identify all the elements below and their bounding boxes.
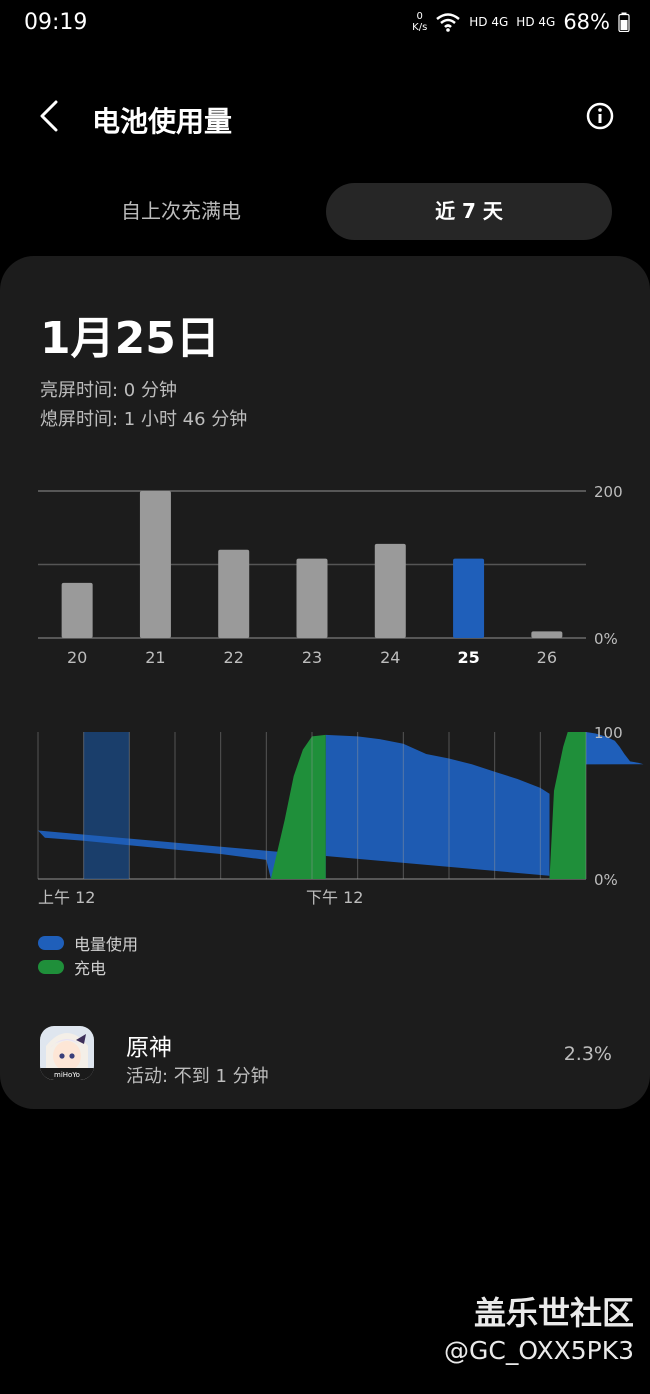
bar-20 — [61, 582, 93, 638]
legend-usage: 电量使用 — [38, 931, 138, 955]
x-tick-label: 20 — [67, 648, 87, 667]
status-time: 09:19 — [24, 10, 88, 35]
battery-icon — [618, 12, 630, 32]
legend-usage-swatch — [38, 936, 64, 950]
y-tick-label: 0% — [594, 630, 618, 648]
x-tick-label: 下午 12 — [306, 888, 363, 907]
sim2-signal-icon: HD 4G — [516, 15, 556, 29]
sim1-signal-icon: HD 4G — [469, 15, 509, 29]
status-icons: 0 K/s HD 4G HD 4G 68% — [412, 10, 630, 34]
wifi-icon — [436, 13, 461, 32]
app-name: 原神 — [126, 1035, 172, 1061]
chevron-left-icon[interactable] — [36, 98, 64, 134]
app-icon-text: miHoYo — [54, 1071, 80, 1079]
network-speed-value: 0 — [416, 11, 423, 22]
bar-22 — [218, 549, 250, 638]
x-tick-label: 上午 12 — [38, 888, 95, 907]
bar-26 — [531, 631, 563, 638]
network-speed-unit: K/s — [412, 22, 428, 33]
y-tick-label: 100 — [594, 724, 623, 742]
screen-off-time: 熄屏时间: 1 小时 46 分钟 — [40, 409, 248, 430]
app-usage-row[interactable]: miHoYo 原神 活动: 不到 1 分钟 2.3% — [40, 1026, 612, 1087]
x-tick-label: 21 — [145, 648, 165, 667]
page-title: 电池使用量 — [92, 105, 233, 138]
x-tick-label: 22 — [224, 648, 244, 667]
status-bar: 09:19 0 K/s HD 4G HD 4G 68% — [0, 0, 650, 50]
network-speed: 0 K/s — [412, 11, 427, 33]
app-activity: 活动: 不到 1 分钟 — [126, 1066, 269, 1087]
usage-card: 1月25日 亮屏时间: 0 分钟 熄屏时间: 1 小时 46 分钟 200 0% 2… — [0, 256, 650, 1109]
bar-21 — [139, 491, 171, 638]
tab-last-7-days[interactable]: 近 7 天 — [326, 183, 612, 240]
battery-level-area-chart[interactable]: 100 0% 上午 12 下午 12 — [0, 722, 650, 922]
info-icon[interactable] — [586, 102, 614, 130]
series-usage-continuation — [586, 732, 644, 879]
bar-23 — [296, 558, 328, 638]
x-tick-label: 25 — [457, 648, 479, 667]
selected-date: 1月25日 — [40, 313, 220, 364]
y-tick-label: 200 — [594, 483, 623, 501]
screen-on-time: 亮屏时间: 0 分钟 — [40, 380, 177, 401]
genshin-app-icon: miHoYo — [40, 1026, 94, 1080]
bar-24 — [374, 543, 406, 638]
tab-since-full-charge[interactable]: 自上次充满电 — [121, 199, 241, 223]
bar-25 — [453, 558, 485, 638]
x-tick-label: 24 — [380, 648, 400, 667]
watermark-user: @GC_OXX5PK3 — [444, 1336, 634, 1365]
app-percent: 2.3% — [563, 1043, 612, 1065]
legend-usage-label: 电量使用 — [74, 935, 139, 954]
series-charging — [270, 732, 586, 879]
legend-charging-swatch — [38, 960, 64, 974]
series-usage — [38, 734, 586, 879]
x-tick-label: 26 — [537, 648, 557, 667]
watermark-community: 盖乐世社区 — [473, 1294, 634, 1332]
selected-hour-band — [83, 732, 130, 879]
battery-percent: 68% — [563, 10, 610, 34]
y-tick-label: 0% — [594, 871, 618, 889]
period-tabs: 自上次充满电 近 7 天 — [40, 183, 612, 240]
daily-usage-bar-chart[interactable]: 200 0% 20 21 22 23 24 25 26 — [0, 474, 650, 704]
x-tick-label: 23 — [302, 648, 322, 667]
legend-charging-label: 充电 — [74, 959, 107, 978]
app-header: 电池使用量 — [0, 90, 650, 146]
legend-charging: 充电 — [38, 955, 106, 979]
